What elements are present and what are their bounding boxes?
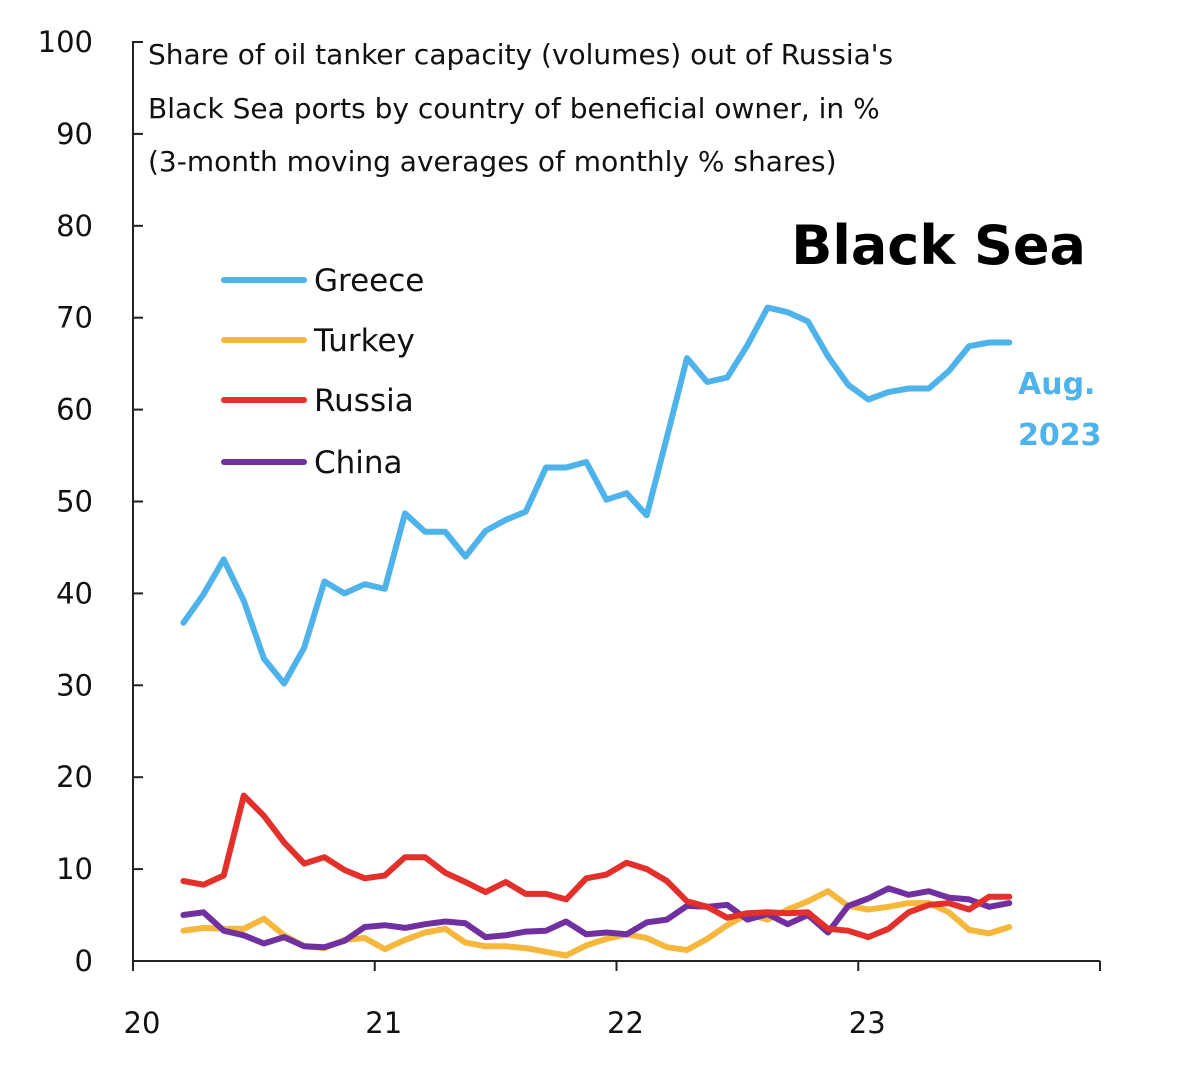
legend: Greece Turkey Russia China — [221, 263, 424, 481]
chart-title-line-2: Black Sea ports by country of beneficial… — [148, 92, 880, 125]
series-line-russia — [180, 792, 1013, 941]
end-label-line-2: 2023 — [1018, 418, 1102, 453]
series-line-greece — [180, 304, 1013, 687]
y-tick-label: 10 — [56, 852, 93, 886]
y-tick-label: 0 — [75, 944, 93, 978]
y-tick-label: 80 — [56, 209, 93, 243]
y-tick-label: 20 — [56, 760, 93, 794]
x-tick-label: 23 — [849, 1006, 886, 1040]
y-tick-label: 40 — [56, 576, 93, 610]
y-tick-label: 90 — [56, 117, 93, 151]
panel-label: Black Sea — [791, 214, 1086, 277]
y-tick-label: 60 — [56, 393, 93, 427]
y-tick-label: 70 — [56, 301, 93, 335]
y-tick-label: 30 — [56, 668, 93, 702]
chart-title-block: Share of oil tanker capacity (volumes) o… — [148, 38, 1086, 277]
legend-label-china: China — [314, 445, 403, 481]
legend-label-russia: Russia — [314, 383, 414, 419]
legend-label-turkey: Turkey — [313, 323, 415, 359]
x-tick-label: 22 — [607, 1006, 644, 1040]
chart-title-line-1: Share of oil tanker capacity (volumes) o… — [148, 38, 893, 71]
series-layer — [180, 304, 1013, 959]
y-tick-label: 50 — [56, 485, 93, 519]
series-line-china — [180, 885, 1013, 951]
chart-axes: 0 10 20 30 40 50 60 70 80 90 100 20 21 22 23 — [38, 25, 1101, 1040]
y-tick-label: 100 — [38, 25, 93, 59]
end-label-line-1: Aug. — [1018, 367, 1095, 402]
legend-label-greece: Greece — [314, 263, 424, 299]
x-tick-label: 21 — [365, 1006, 402, 1040]
end-label: Aug. 2023 — [1018, 367, 1102, 453]
x-tick-label: 20 — [124, 1006, 161, 1040]
chart-title-line-3: (3-month moving averages of monthly % sh… — [148, 145, 837, 178]
